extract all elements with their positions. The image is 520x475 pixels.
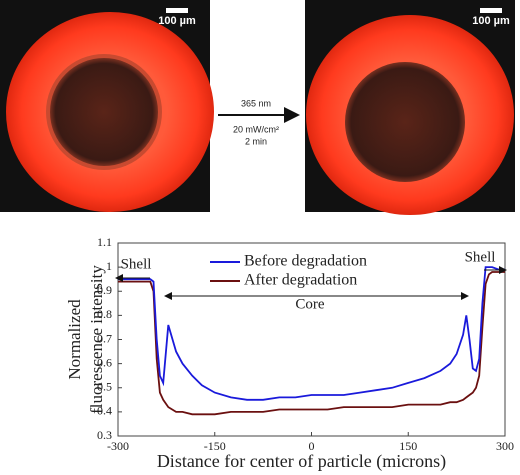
scale-label: 100 µm — [472, 15, 510, 27]
y-tick-label: 0.9 — [97, 283, 112, 297]
y-tick-label: 1.1 — [97, 235, 112, 249]
arrow-label: 2 min — [245, 136, 267, 146]
y-tick-label: 1 — [106, 259, 112, 273]
arrow-label: 20 mW/cm² — [233, 124, 279, 134]
annotation: Core — [295, 296, 325, 312]
data-line — [118, 266, 505, 401]
x-tick-label: -150 — [204, 439, 226, 453]
x-tick-label: 0 — [309, 439, 315, 453]
y-tick-label: 0.7 — [97, 331, 112, 345]
image-before: 100 µm — [0, 0, 214, 212]
x-axis-label: Distance for center of particle (microns… — [157, 451, 446, 472]
legend-label: After degradation — [244, 272, 357, 289]
y-axis-label: fluorescence intensity — [87, 265, 106, 414]
annotation: Shell — [121, 256, 152, 272]
x-tick-label: 150 — [399, 439, 417, 453]
x-tick-label: -300 — [107, 439, 129, 453]
arrow-label: 365 nm — [241, 98, 271, 108]
scale-label: 100 µm — [158, 15, 196, 27]
y-tick-label: 0.8 — [97, 307, 112, 321]
y-tick-label: 0.5 — [97, 380, 112, 394]
y-tick-label: 0.6 — [97, 355, 112, 369]
x-tick-label: 300 — [496, 439, 514, 453]
annotation: Shell — [465, 249, 496, 265]
y-tick-label: 0.3 — [97, 428, 112, 442]
data-line — [118, 271, 505, 416]
y-axis-label: Normalized — [65, 299, 84, 380]
image-after: 100 µm — [305, 0, 515, 215]
legend-label: Before degradation — [244, 253, 367, 270]
y-tick-label: 0.4 — [97, 404, 112, 418]
